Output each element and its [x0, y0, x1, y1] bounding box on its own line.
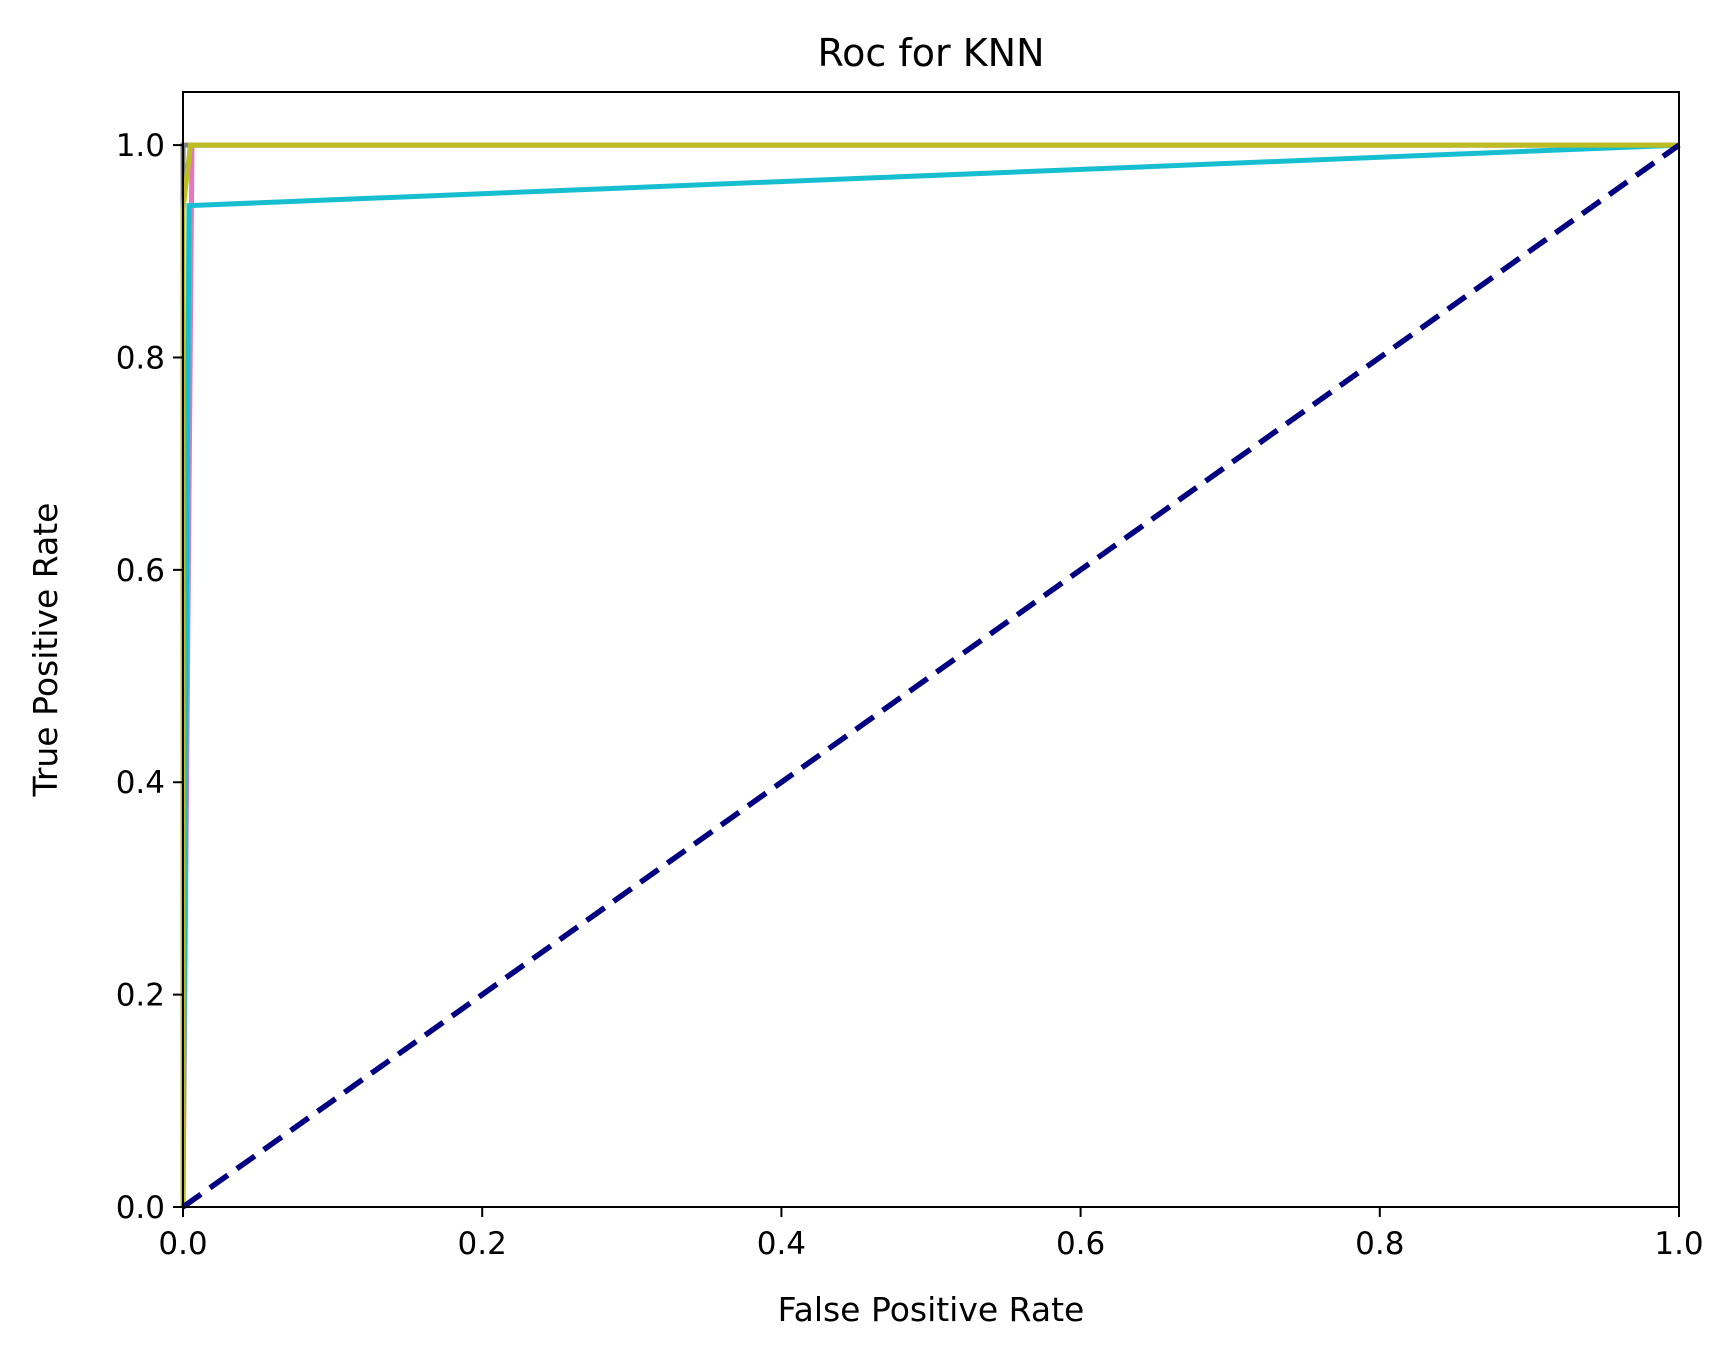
- y-axis-ticks: 0.0 0.2 0.4 0.6 0.8 1.0: [116, 128, 183, 1226]
- y-tick-label: 0.4: [116, 765, 165, 801]
- y-tick-label: 0.2: [116, 978, 165, 1014]
- y-axis-title: True Positive Rate: [26, 503, 65, 798]
- x-tick-label: 0.2: [458, 1226, 507, 1262]
- y-tick-label: 0.6: [116, 553, 165, 589]
- plot-frame: [182, 91, 1680, 1208]
- x-axis-ticks: 0.0 0.2 0.4 0.6 0.8 1.0: [158, 1207, 1704, 1262]
- y-tick-label: 0.8: [116, 340, 165, 376]
- chance-diagonal-line: [181, 142, 1681, 1210]
- x-tick-label: 1.0: [1654, 1226, 1703, 1262]
- x-tick-label: 0.4: [757, 1226, 806, 1262]
- x-tick-label: 0.6: [1056, 1226, 1105, 1262]
- y-tick-label: 0.0: [116, 1190, 165, 1226]
- x-tick-label: 0.0: [158, 1226, 207, 1262]
- x-tick-label: 0.8: [1355, 1226, 1404, 1262]
- x-axis-title: False Positive Rate: [778, 1290, 1085, 1329]
- y-tick-label: 1.0: [116, 128, 165, 164]
- chart-title: Roc for KNN: [817, 31, 1044, 75]
